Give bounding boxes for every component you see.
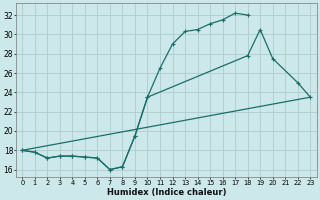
X-axis label: Humidex (Indice chaleur): Humidex (Indice chaleur) — [107, 188, 226, 197]
